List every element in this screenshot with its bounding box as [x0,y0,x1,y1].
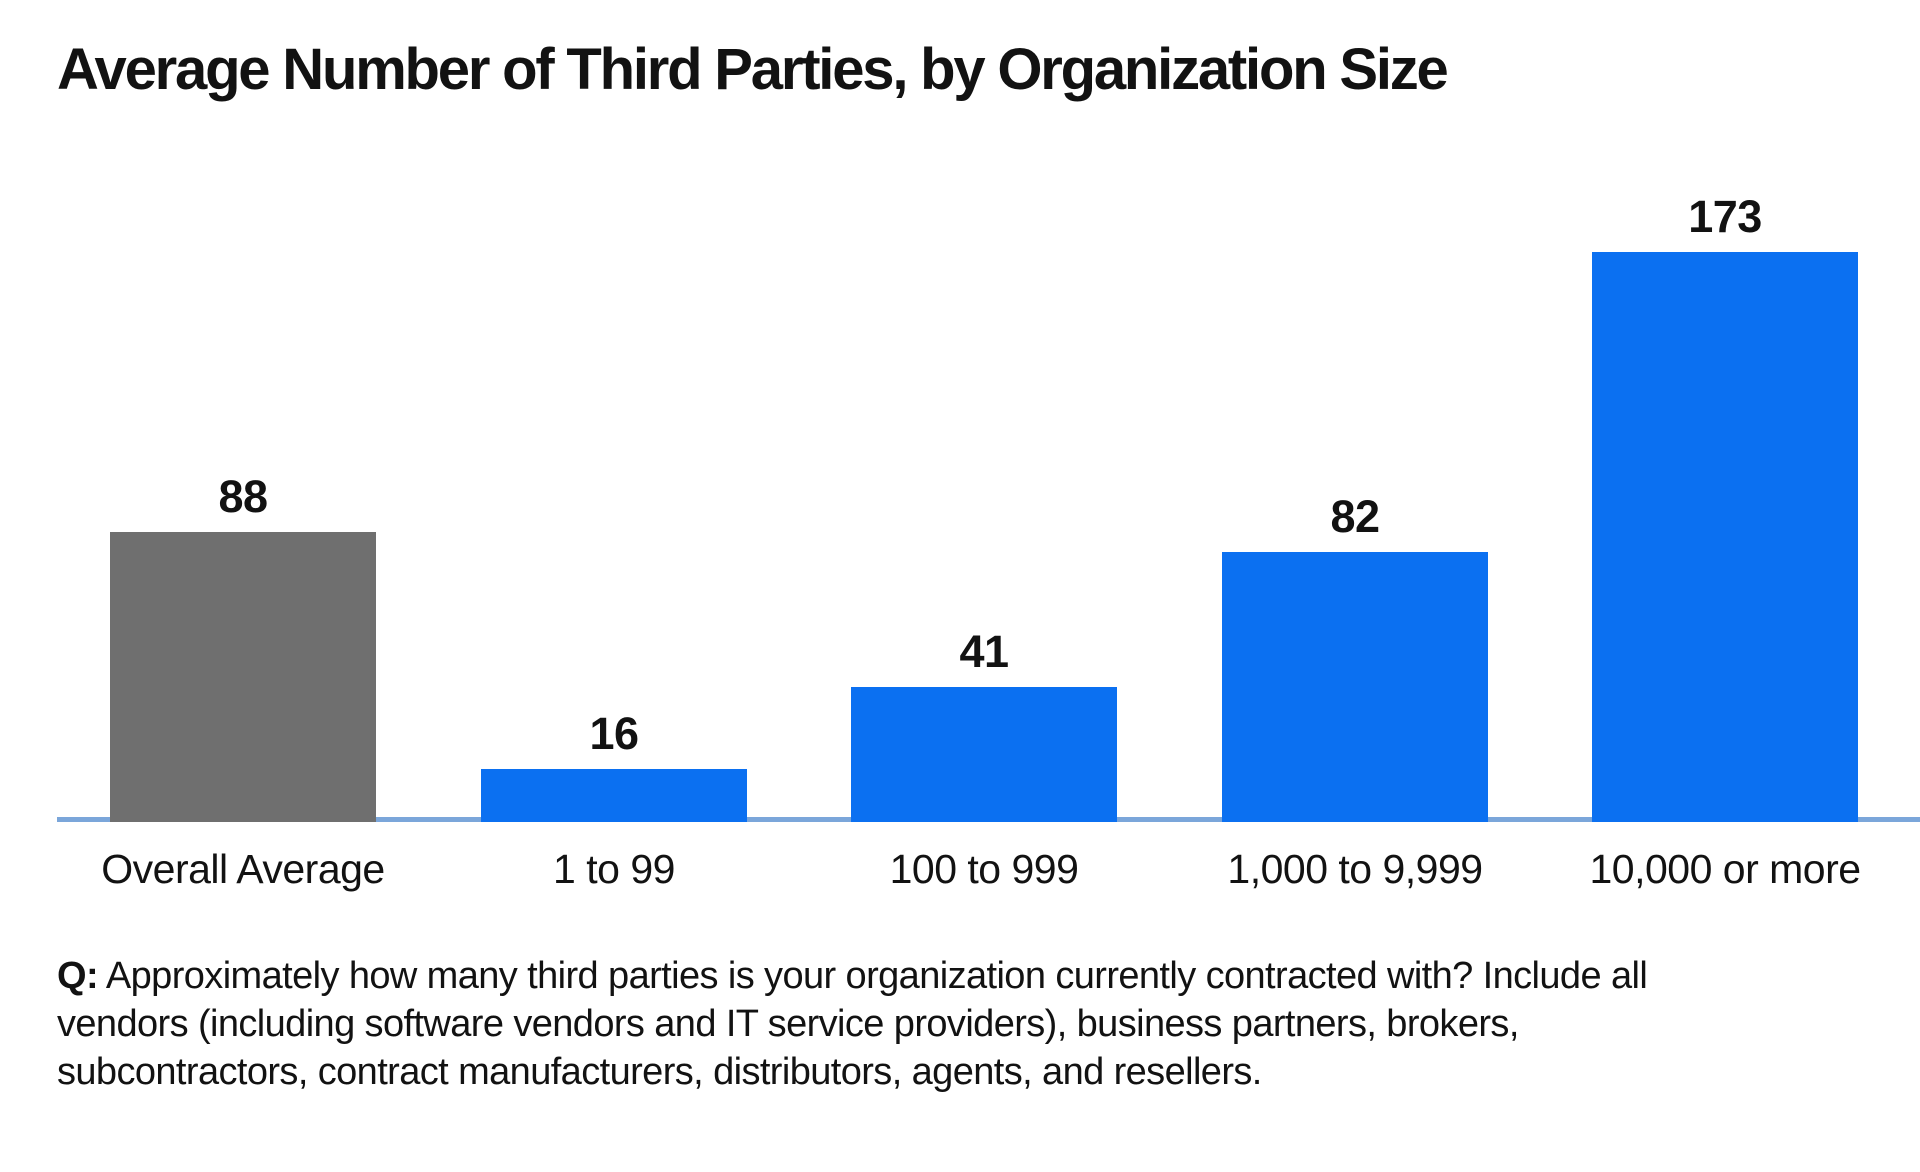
bar [851,687,1117,822]
bar-value-label: 82 [1330,491,1380,542]
bar-value-label: 173 [1688,191,1762,242]
footnote-line: subcontractors, contract manufacturers, … [57,1051,1262,1093]
footnote-question-prefix: Q: [57,955,99,997]
bar [110,532,376,822]
bar-group: 173 [1592,194,1858,822]
category-axis-label: Overall Average [101,846,385,892]
bar [1592,252,1858,822]
category-axis-label: 10,000 or more [1589,846,1861,892]
category-axis-label: 1,000 to 9,999 [1227,846,1483,892]
bar-group: 41 [851,629,1117,822]
bar-group: 16 [481,711,747,822]
survey-question-footnote: Q: Approximately how many third parties … [57,952,1648,1096]
footnote-line: Approximately how many third parties is … [105,955,1648,997]
bar-group: 82 [1222,494,1488,822]
category-axis-label: 100 to 999 [889,846,1079,892]
bar [481,769,747,822]
bar [1222,552,1488,822]
bar-value-label: 16 [589,708,639,759]
category-axis-label: 1 to 99 [553,846,675,892]
bar-group: 88 [110,474,376,822]
bar-value-label: 41 [959,626,1009,677]
chart-title: Average Number of Third Parties, by Orga… [57,37,1449,102]
footnote-line: vendors (including software vendors and … [57,1003,1519,1045]
bar-value-label: 88 [218,471,268,522]
